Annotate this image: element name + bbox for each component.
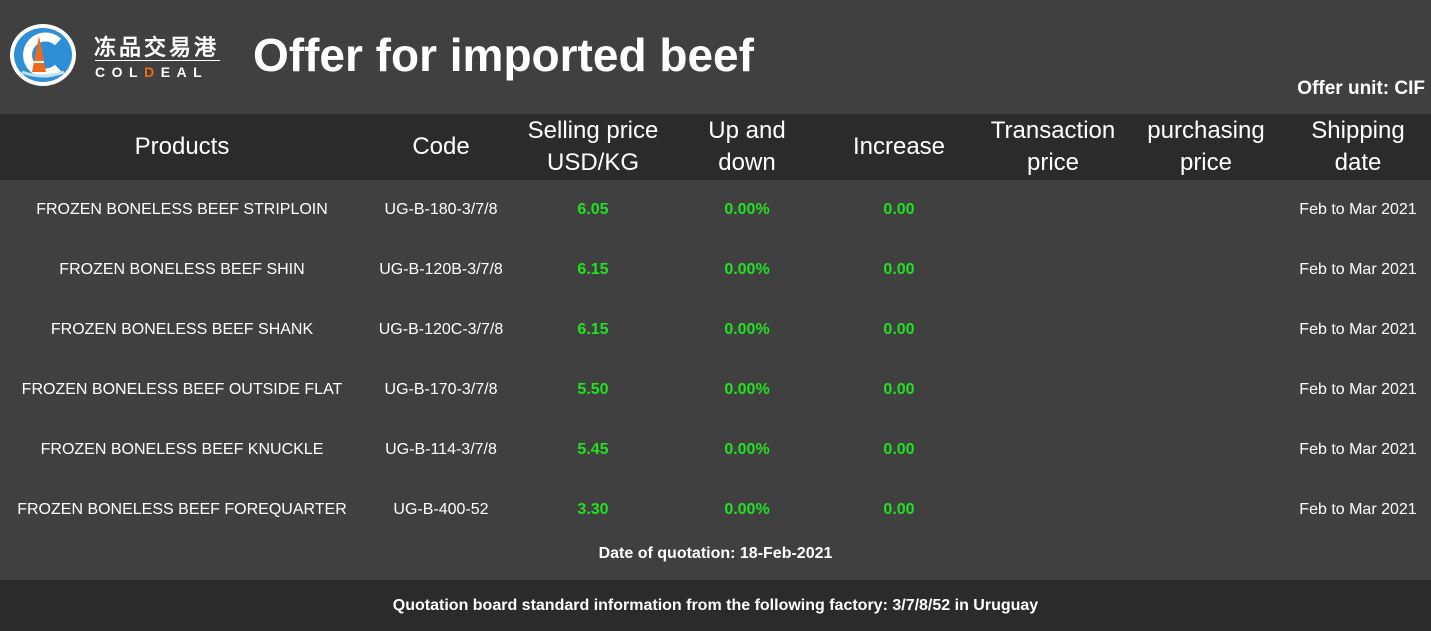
product-name: FROZEN BONELESS BEEF OUTSIDE FLAT xyxy=(21,381,343,398)
table-row: FROZEN BONELESS BEEF OUTSIDE FLAT UG-B-1… xyxy=(0,360,1431,420)
change-percent: 0.00% xyxy=(724,441,770,458)
increase-value: 0.00 xyxy=(883,201,915,218)
brand-name-cn: 冻品交易港 xyxy=(94,35,220,60)
increase-value: 0.00 xyxy=(883,441,915,458)
column-header-up-and-down: Up and down xyxy=(708,117,786,176)
column-header-shipping-date: Shipping date xyxy=(1311,117,1405,176)
transaction-price xyxy=(980,240,1126,300)
selling-price: 5.50 xyxy=(577,381,609,398)
shipping-date: Feb to Mar 2021 xyxy=(1299,261,1417,278)
change-percent: 0.00% xyxy=(724,381,770,398)
shipping-date: Feb to Mar 2021 xyxy=(1299,501,1417,518)
selling-price: 6.05 xyxy=(577,201,609,218)
table-row: FROZEN BONELESS BEEF SHIN UG-B-120B-3/7/… xyxy=(0,240,1431,300)
selling-price: 6.15 xyxy=(577,321,609,338)
change-percent: 0.00% xyxy=(724,501,770,518)
shipping-date: Feb to Mar 2021 xyxy=(1299,321,1417,338)
product-name: FROZEN BONELESS BEEF FOREQUARTER xyxy=(17,501,347,518)
selling-price: 3.30 xyxy=(577,501,609,518)
product-code: UG-B-170-3/7/8 xyxy=(384,381,498,398)
brand-name-en: COLDEAL xyxy=(95,64,209,80)
page-header: 冻品交易港 COLDEAL Offer for imported beef Of… xyxy=(0,0,1431,114)
change-percent: 0.00% xyxy=(724,261,770,278)
product-code: UG-B-400-52 xyxy=(393,501,489,518)
column-header-code: Code xyxy=(412,133,470,160)
table-row: FROZEN BONELESS BEEF KNUCKLE UG-B-114-3/… xyxy=(0,420,1431,480)
increase-value: 0.00 xyxy=(883,321,915,338)
column-header-selling-price: Selling price USD/KG xyxy=(527,117,659,176)
product-code: UG-B-114-3/7/8 xyxy=(385,441,497,458)
change-percent: 0.00% xyxy=(724,321,770,338)
column-header-transaction-price: Transaction price xyxy=(990,117,1116,176)
purchasing-price xyxy=(1136,360,1276,420)
product-name: FROZEN BONELESS BEEF SHIN xyxy=(59,261,305,278)
product-code: UG-B-120B-3/7/8 xyxy=(379,261,503,278)
shipping-date: Feb to Mar 2021 xyxy=(1299,201,1417,218)
transaction-price xyxy=(980,360,1126,420)
selling-price: 6.15 xyxy=(577,261,609,278)
purchasing-price xyxy=(1136,240,1276,300)
table-row: FROZEN BONELESS BEEF FOREQUARTER UG-B-40… xyxy=(0,480,1431,540)
product-code: UG-B-120C-3/7/8 xyxy=(378,321,504,338)
table-row: FROZEN BONELESS BEEF STRIPLOIN UG-B-180-… xyxy=(0,180,1431,240)
transaction-price xyxy=(980,300,1126,360)
transaction-price xyxy=(980,480,1126,540)
shipping-date: Feb to Mar 2021 xyxy=(1299,441,1417,458)
column-header-increase: Increase xyxy=(852,133,946,160)
column-header-purchasing-price: purchasing price xyxy=(1147,117,1265,176)
footer-text: Quotation board standard information fro… xyxy=(392,596,1039,614)
shipping-date: Feb to Mar 2021 xyxy=(1299,381,1417,398)
table-header: Products Code Selling price USD/KG Up and… xyxy=(0,114,1431,180)
purchasing-price xyxy=(1136,180,1276,240)
footer-note: Quotation board standard information fro… xyxy=(0,580,1431,631)
product-name: FROZEN BONELESS BEEF SHANK xyxy=(50,321,314,338)
brand-divider xyxy=(95,60,220,61)
increase-value: 0.00 xyxy=(883,261,915,278)
product-code: UG-B-180-3/7/8 xyxy=(384,201,498,218)
product-name: FROZEN BONELESS BEEF STRIPLOIN xyxy=(36,201,328,218)
purchasing-price xyxy=(1136,420,1276,480)
increase-value: 0.00 xyxy=(883,501,915,518)
quotation-date: Date of quotation: 18-Feb-2021 xyxy=(598,545,833,562)
coldeal-logo-icon xyxy=(10,24,76,86)
column-header-products: Products xyxy=(134,133,230,160)
change-percent: 0.00% xyxy=(724,201,770,218)
increase-value: 0.00 xyxy=(883,381,915,398)
page-title: Offer for imported beef xyxy=(253,29,754,81)
purchasing-price xyxy=(1136,300,1276,360)
table-row: FROZEN BONELESS BEEF SHANK UG-B-120C-3/7… xyxy=(0,300,1431,360)
transaction-price xyxy=(980,180,1126,240)
offer-unit: Offer unit: CIF xyxy=(1297,78,1425,99)
selling-price: 5.45 xyxy=(577,441,609,458)
purchasing-price xyxy=(1136,480,1276,540)
transaction-price xyxy=(980,420,1126,480)
product-name: FROZEN BONELESS BEEF KNUCKLE xyxy=(40,441,324,458)
